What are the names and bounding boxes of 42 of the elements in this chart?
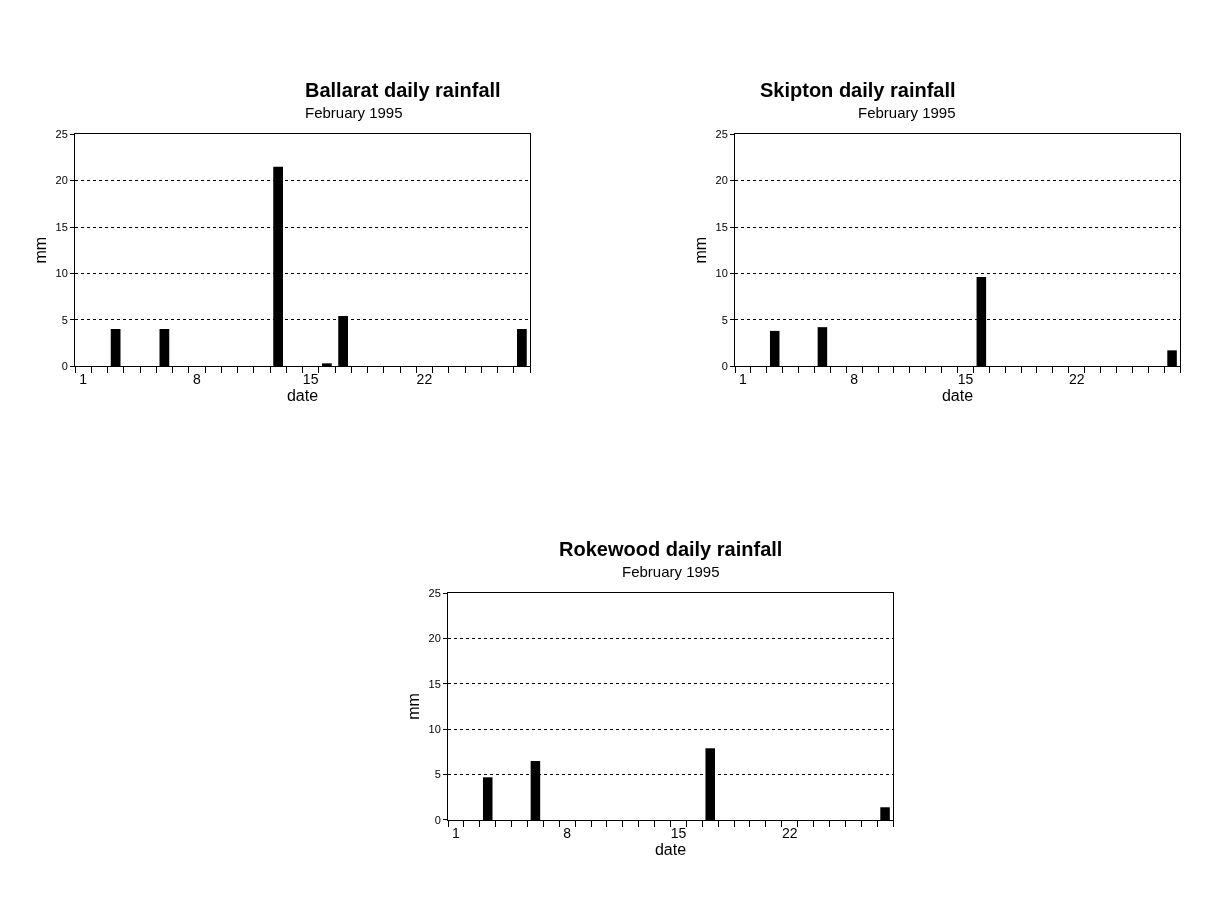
y-tick-label: 10 [428, 723, 441, 736]
x-tick-label: 22 [416, 370, 433, 387]
y-tick-label: 10 [55, 267, 68, 280]
x-tick-label: 22 [1068, 370, 1085, 387]
y-axis-title: mm [405, 693, 423, 720]
chart-subtitle: February 1995 [622, 563, 720, 580]
y-tick-label: 25 [715, 128, 728, 141]
y-axis-title: mm [32, 236, 50, 264]
y-tick-label: 5 [721, 313, 728, 326]
chart-subtitle: February 1995 [858, 104, 956, 121]
x-tick-label: 1 [739, 370, 748, 387]
y-tick-label: 15 [715, 220, 728, 233]
y-tick-label: 0 [61, 359, 68, 372]
chart-title: Ballarat daily rainfall [305, 79, 501, 101]
chart-title: Rokewood daily rainfall [559, 538, 783, 560]
y-tick-label: 15 [428, 677, 441, 690]
x-tick-label: 15 [302, 370, 319, 387]
x-tick-label: 15 [670, 824, 687, 841]
x-tick-label: 1 [452, 824, 461, 841]
y-tick-label: 25 [428, 586, 441, 599]
x-axis-title: date [941, 386, 974, 404]
y-tick-label: 5 [434, 768, 441, 781]
x-tick-label: 15 [957, 370, 974, 387]
y-axis-title: mm [692, 236, 710, 264]
y-tick-label: 20 [715, 174, 728, 187]
y-tick-label: 25 [55, 128, 68, 141]
chart-title: Skipton daily rainfall [760, 79, 956, 101]
y-tick-label: 20 [55, 174, 68, 187]
y-tick-label: 0 [721, 359, 728, 372]
x-axis-title: date [654, 840, 687, 858]
chart-subtitle: February 1995 [305, 104, 403, 121]
x-tick-label: 8 [563, 824, 572, 841]
y-tick-label: 20 [428, 632, 441, 645]
y-tick-label: 10 [715, 267, 728, 280]
y-tick-label: 0 [434, 813, 441, 826]
y-tick-label: 5 [61, 313, 68, 326]
x-tick-label: 1 [79, 370, 88, 387]
x-tick-label: 8 [850, 370, 859, 387]
x-axis-title: date [286, 386, 319, 404]
x-tick-label: 22 [781, 824, 798, 841]
y-tick-label: 15 [55, 220, 68, 233]
x-tick-label: 8 [192, 370, 201, 387]
